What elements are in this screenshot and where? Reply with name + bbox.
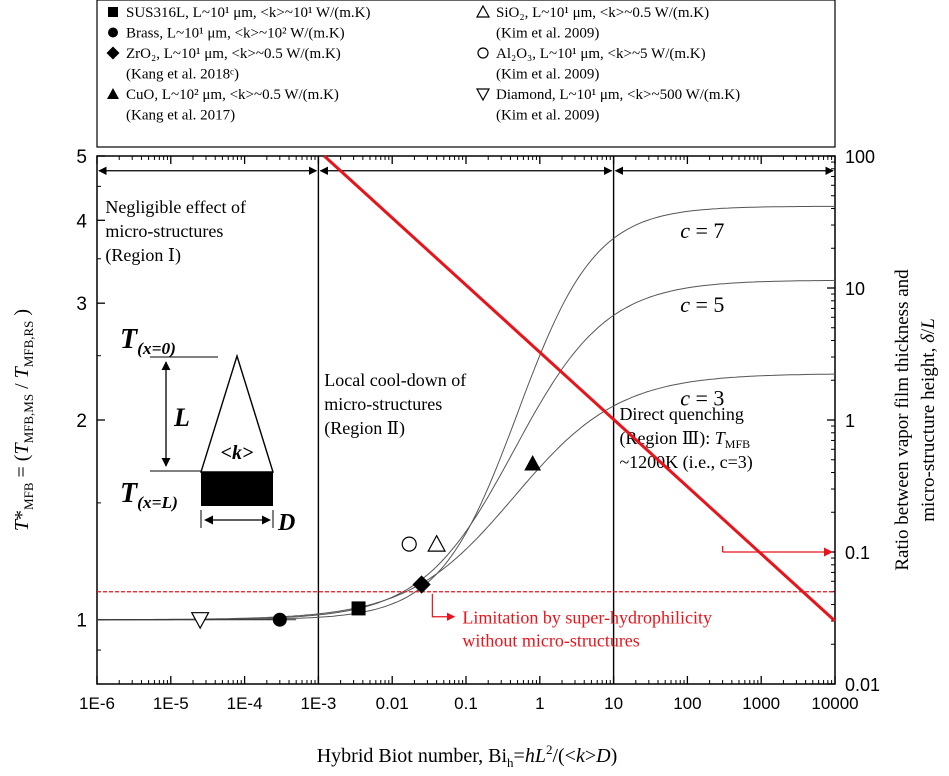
legend-label: Brass, L~10¹ μm, <k>~10² W/(m.K) <box>126 26 345 42</box>
y-left-axis-label: T*MFB = (TMFB,MS / TMFB,RS ) <box>11 309 36 531</box>
y-right-label-line2: micro-structure height, δ/L <box>918 318 939 522</box>
y-left-tick-label: 1 <box>76 611 87 632</box>
legend-marker <box>107 88 119 99</box>
region-label-line: micro-structures <box>105 221 223 241</box>
region-label-line: (Region Ⅰ) <box>105 245 181 266</box>
legend-label: SUS316L, L~10¹ μm, <k>~10¹ W/(m.K) <box>126 5 371 21</box>
data-point-diamond <box>190 612 210 630</box>
data-point-cuo <box>524 455 542 471</box>
curve-label: c = 3 <box>680 386 724 411</box>
legend: SUS316L, L~10¹ μm, <k>~10¹ W/(m.K) Brass,… <box>96 0 836 148</box>
y-right-axis-label: Ratio between vapor film thickness and m… <box>892 269 939 571</box>
region-label-line: (Region Ⅲ): TMFB <box>619 428 750 451</box>
y-right-tick-label: 0.01 <box>845 675 880 695</box>
region-label-line: Direct quenching <box>619 404 743 424</box>
legend-label: CuO, L~10² μm, <k>~0.5 W/(m.K) <box>126 87 339 103</box>
region-label-line: Local cool-down of <box>324 370 466 390</box>
region-label-line: micro-structures <box>324 394 442 414</box>
inset-length-label: L <box>173 403 190 432</box>
x-tick-label: 1000 <box>742 694 780 713</box>
data-point-zro2 <box>412 575 431 594</box>
x-tick-label: 1E-3 <box>300 694 336 713</box>
inset-conductivity-label: <k> <box>221 442 254 464</box>
data-point-al2o3 <box>401 536 417 552</box>
legend-label: SiO₂, L~10¹ μm, <k>~0.5 W/(m.K) <box>496 5 709 21</box>
legend-label: ZrO₂, L~10¹ μm, <k>~0.5 W/(m.K) <box>126 46 341 62</box>
region-label-line: (Region Ⅱ) <box>324 418 405 439</box>
x-tick-label: 1E-5 <box>153 694 189 713</box>
legend-marker <box>475 88 491 102</box>
legend-marker <box>475 4 491 18</box>
svg-text:Hybrid Biot number, Bih=hL2/(<: Hybrid Biot number, Bih=hL2/(<k>D) <box>317 742 618 770</box>
y-left-tick-label: 4 <box>76 211 87 232</box>
x-tick-label: 100 <box>673 694 701 713</box>
legend-label: Diamond, L~10¹ μm, <k>~500 W/(m.K) <box>496 87 740 103</box>
inset-diagram: T(x=0) T(x=L) L D <k> <box>120 324 295 536</box>
x-axis-label: Hybrid Biot number, Bih=hL2/(<k>D) <box>317 742 618 770</box>
legend-reference: (Kim et al. 2009) <box>496 67 599 83</box>
theory-curve <box>97 373 835 621</box>
region-label-line: Negligible effect of <box>105 197 246 217</box>
y-left-tick-label: 5 <box>76 147 87 168</box>
region-label-line: ~1200K (i.e., c=3) <box>619 452 752 473</box>
x-tick-label: 10 <box>604 694 623 713</box>
curve-label: c = 5 <box>680 292 724 317</box>
inset-width-label: D <box>277 510 295 536</box>
y-right-tick-label: 100 <box>845 147 875 167</box>
data-point-sus316l <box>351 601 366 616</box>
x-tick-label: 0.01 <box>376 694 409 713</box>
legend-marker <box>106 46 120 60</box>
legend-marker <box>108 7 118 17</box>
y-right-tick-label: 1 <box>845 411 855 431</box>
inset-base-block <box>201 472 273 506</box>
legend-reference: (Kim et al. 2009) <box>496 108 599 124</box>
data-point-brass <box>272 612 287 627</box>
y-left-tick-label: 2 <box>76 411 87 432</box>
red-limit-line <box>323 154 837 623</box>
y-left-tick-label: 3 <box>76 294 87 315</box>
x-tick-label: 0.1 <box>454 694 478 713</box>
y-right-tick-label: 0.1 <box>845 543 870 563</box>
legend-label: Al₂O₃, L~10¹ μm, <k>~5 W/(m.K) <box>496 46 706 62</box>
data-point-sio2 <box>427 534 447 552</box>
legend-reference: (Kang et al. 2017) <box>126 108 235 124</box>
x-tick-label: 1 <box>535 694 544 713</box>
legend-marker <box>108 27 118 38</box>
y-right-tick-label: 10 <box>845 279 865 299</box>
inset-bottom-temperature-label: T(x=L) <box>120 478 178 512</box>
curve-label: c = 7 <box>680 218 724 243</box>
legend-marker <box>477 47 489 59</box>
x-tick-label: 10000 <box>811 694 858 713</box>
x-tick-label: 1E-4 <box>227 694 263 713</box>
svg-text:T*MFB = (TMFB,MS / TMFB,RS ): T*MFB = (TMFB,MS / TMFB,RS ) <box>11 309 36 531</box>
legend-reference: (Kang et al. 2018ᶜ) <box>126 67 239 83</box>
inset-top-temperature-label: T(x=0) <box>120 324 176 358</box>
y-right-label-line1: Ratio between vapor film thickness and <box>892 269 913 571</box>
red-annotation-arrow <box>431 593 456 621</box>
red-annotation-line1: Limitation by super-hydrophilicity <box>462 608 712 628</box>
x-tick-label: 1E-6 <box>79 694 115 713</box>
legend-reference: (Kim et al. 2009) <box>496 26 599 42</box>
red-annotation-line2: without micro-structures <box>462 631 639 651</box>
